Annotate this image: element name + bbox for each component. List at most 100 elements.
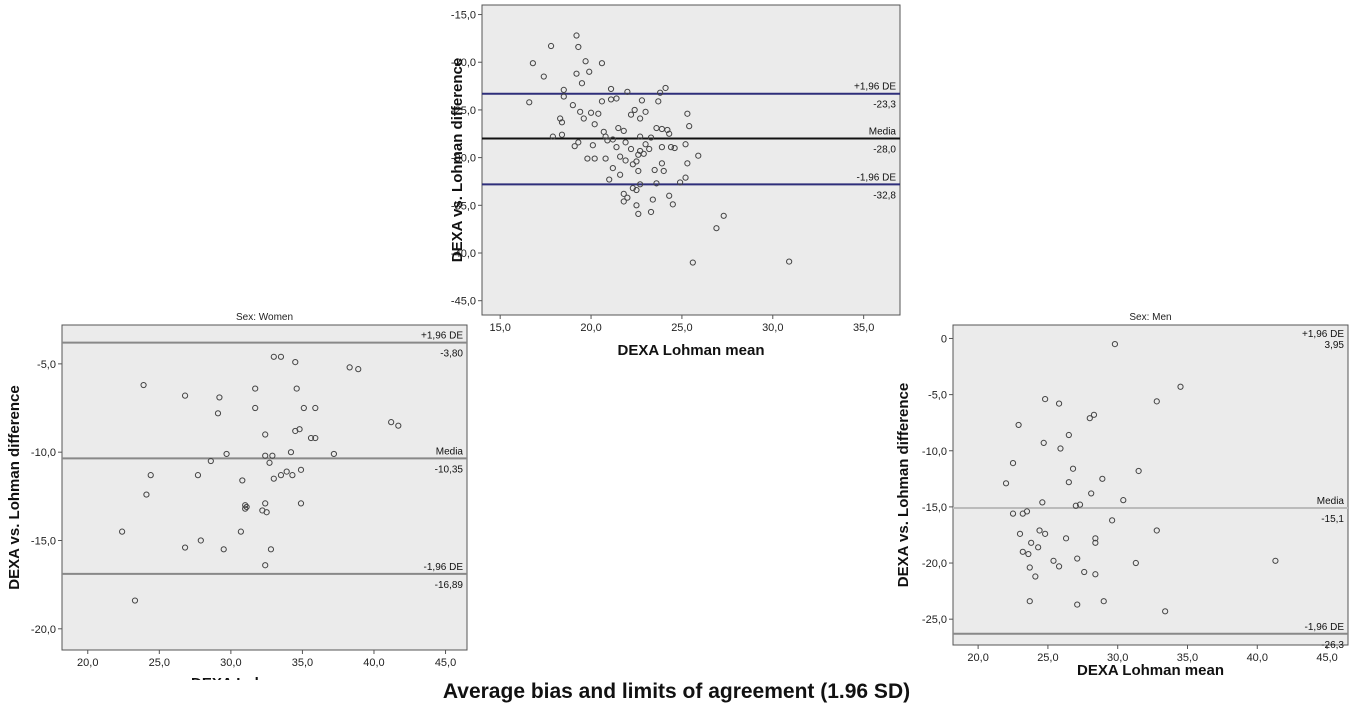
- y-axis-label: DEXA vs. Lohman difference: [895, 383, 912, 588]
- data-point: [571, 143, 578, 150]
- data-point: [624, 88, 631, 95]
- data-point: [1042, 530, 1049, 537]
- reference-line-value: -16,89: [435, 580, 464, 591]
- reference-line-value: -26,3: [1321, 640, 1344, 651]
- data-point: [220, 546, 227, 553]
- data-point: [262, 452, 269, 459]
- data-point: [667, 144, 675, 151]
- y-tick-label: -15,0: [31, 535, 56, 547]
- data-point: [239, 477, 246, 484]
- figure-caption: Average bias and limits of agreement (1.…: [442, 680, 911, 703]
- data-point: [1039, 499, 1046, 506]
- data-point: [620, 190, 627, 197]
- x-tick-label: 20,0: [77, 657, 98, 669]
- data-point: [591, 155, 598, 162]
- data-point: [695, 152, 702, 159]
- data-point: [1023, 508, 1031, 515]
- data-point: [1032, 573, 1039, 580]
- data-point: [1050, 557, 1057, 564]
- data-point: [624, 194, 631, 201]
- x-tick-label: 20,0: [580, 322, 601, 334]
- y-tick-label: -40,0: [451, 248, 476, 260]
- data-point: [1069, 465, 1077, 472]
- x-tick-label: 35,0: [1177, 652, 1198, 664]
- data-point: [631, 106, 638, 114]
- data-point: [1042, 396, 1049, 403]
- data-point: [1074, 601, 1081, 608]
- data-point: [647, 134, 655, 141]
- x-axis-label: DEXA Lohman mean: [1077, 662, 1224, 679]
- data-point: [713, 225, 720, 232]
- data-point: [1035, 544, 1042, 551]
- data-point: [602, 155, 609, 162]
- data-point: [584, 155, 591, 162]
- data-point: [388, 419, 395, 426]
- data-point: [1153, 398, 1160, 405]
- data-point: [637, 181, 644, 188]
- data-point: [684, 110, 691, 117]
- chart-panel-1: 15,0 20,0 25,0 30,0 35,0 -15,0 -20,0 -25,0 -30,0…: [449, 4, 901, 359]
- reference-line-name: Media: [869, 127, 897, 138]
- x-tick-label: 30,0: [220, 657, 241, 669]
- data-point: [602, 133, 609, 140]
- data-point: [647, 208, 655, 216]
- data-point: [1092, 535, 1099, 542]
- data-point: [598, 98, 606, 105]
- data-point: [658, 160, 666, 167]
- panel-title: Sex: Women: [236, 312, 293, 323]
- data-point: [540, 73, 547, 80]
- data-point: [1153, 527, 1160, 534]
- data-point: [591, 121, 598, 128]
- data-point: [267, 546, 275, 553]
- data-point: [720, 212, 727, 219]
- data-point: [558, 131, 566, 138]
- data-point: [293, 385, 300, 392]
- data-point: [1002, 480, 1010, 487]
- data-point: [1009, 510, 1017, 517]
- data-point: [214, 410, 222, 417]
- data-point: [547, 42, 555, 50]
- data-point: [287, 449, 295, 456]
- reference-line-value: -23,3: [873, 100, 896, 111]
- data-point: [622, 139, 629, 146]
- data-point: [666, 192, 673, 199]
- x-tick-label: 35,0: [853, 322, 874, 334]
- reference-line-value: -3,80: [440, 349, 463, 360]
- data-point: [560, 86, 567, 93]
- data-point: [270, 353, 277, 360]
- data-point: [1272, 557, 1279, 564]
- data-point: [669, 201, 676, 208]
- data-point: [252, 385, 259, 392]
- data-point: [296, 426, 303, 433]
- data-point: [686, 123, 693, 130]
- data-point: [649, 196, 656, 203]
- data-point: [297, 500, 305, 507]
- data-point: [1055, 563, 1063, 570]
- data-point: [1092, 539, 1099, 546]
- y-axis-label: DEXA vs. Lohman difference: [6, 385, 23, 590]
- data-point: [676, 179, 684, 186]
- data-point: [651, 166, 658, 174]
- data-point: [1132, 559, 1139, 567]
- data-point: [609, 165, 616, 172]
- data-point: [633, 186, 640, 194]
- data-point: [613, 144, 620, 151]
- data-point: [637, 133, 644, 140]
- data-point: [147, 472, 154, 479]
- data-point: [1019, 548, 1026, 555]
- data-point: [689, 259, 696, 266]
- data-point: [629, 161, 636, 168]
- x-tick-label: 30,0: [1107, 652, 1128, 664]
- charts-canvas: 15,0 20,0 25,0 30,0 35,0 -15,0 -20,0 -25,0 -30,0…: [6, 4, 1349, 692]
- data-point: [242, 502, 249, 509]
- x-tick-label: 20,0: [967, 652, 988, 664]
- y-tick-label: -10,0: [922, 446, 947, 458]
- reference-line-name: Media: [436, 446, 464, 457]
- data-point: [573, 32, 580, 39]
- data-point: [1028, 539, 1035, 546]
- data-point: [355, 366, 362, 373]
- y-tick-label: -5,0: [928, 390, 947, 402]
- data-point: [1072, 502, 1079, 509]
- data-point: [598, 60, 606, 67]
